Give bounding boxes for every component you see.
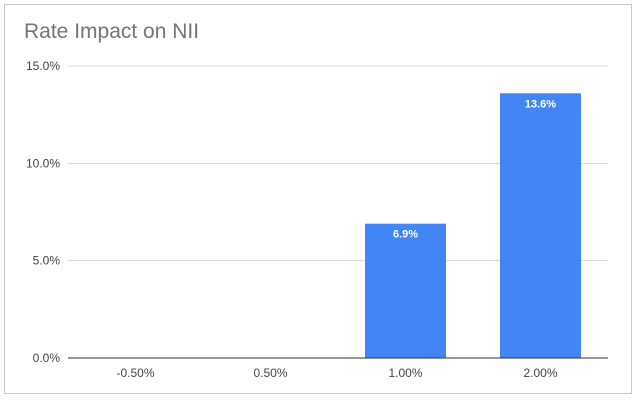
x-tick-label: 1.00% — [388, 366, 422, 380]
bars: 6.9% 13.6% — [365, 93, 581, 359]
y-tick-label: 10.0% — [26, 156, 60, 170]
x-tick-label: 0.50% — [253, 366, 287, 380]
y-tick-label: 5.0% — [33, 254, 61, 268]
chart-title: Rate Impact on NII — [24, 20, 200, 43]
y-axis-ticks: 0.0% 5.0% 10.0% 15.0% — [26, 59, 60, 365]
data-label: 13.6% — [525, 98, 556, 110]
x-tick-label: -0.50% — [116, 366, 154, 380]
bar — [365, 223, 446, 358]
y-tick-label: 15.0% — [26, 59, 60, 73]
x-axis-ticks: -0.50% 0.50% 1.00% 2.00% — [116, 366, 557, 380]
y-tick-label: 0.0% — [33, 351, 61, 365]
data-label: 6.9% — [393, 229, 418, 241]
bar — [500, 93, 581, 359]
x-tick-label: 2.00% — [523, 366, 557, 380]
